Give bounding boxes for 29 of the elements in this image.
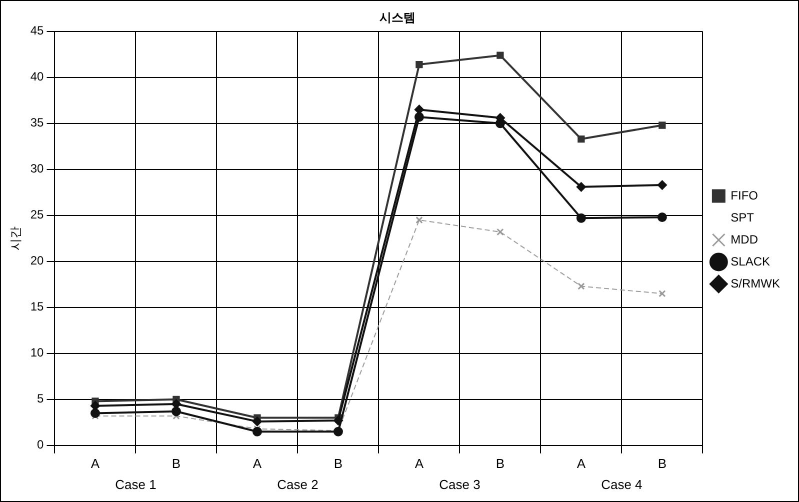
text: Case 2 xyxy=(277,477,318,492)
y-tick-label: 45 xyxy=(30,24,44,38)
x-tick-label: A xyxy=(252,456,262,471)
text: Case 1 xyxy=(115,477,156,492)
legend-label: MDD xyxy=(730,232,758,246)
y-tick-label: 20 xyxy=(30,254,44,268)
text: SPT xyxy=(730,210,755,224)
x-tick-label: A xyxy=(576,456,586,471)
chart-title: 시스템 xyxy=(380,10,416,25)
x-tick-label: B xyxy=(172,456,181,471)
y-tick-label: 10 xyxy=(30,346,44,360)
x-tick-label: B xyxy=(334,456,343,471)
legend-label: FIFO xyxy=(730,188,758,202)
y-tick-label: 0 xyxy=(37,438,44,452)
y-tick-label: 30 xyxy=(30,162,44,176)
legend-label: S/RMWK xyxy=(730,276,780,290)
x-tick-label: B xyxy=(496,456,505,471)
text: Case 4 xyxy=(601,477,642,492)
y-tick-label: 35 xyxy=(30,116,44,130)
x-tick-label: A xyxy=(90,456,100,471)
y-tick-label: 15 xyxy=(30,300,44,314)
y-tick-label: 40 xyxy=(30,70,44,84)
y-tick-label: 25 xyxy=(30,208,44,222)
x-tick-label: A xyxy=(414,456,424,471)
y-tick-label: 5 xyxy=(37,392,44,406)
text: Case 3 xyxy=(439,477,480,492)
x-tick-label: B xyxy=(658,456,667,471)
legend-label: SLACK xyxy=(730,254,770,268)
y-axis-title: 시간 xyxy=(8,226,23,250)
